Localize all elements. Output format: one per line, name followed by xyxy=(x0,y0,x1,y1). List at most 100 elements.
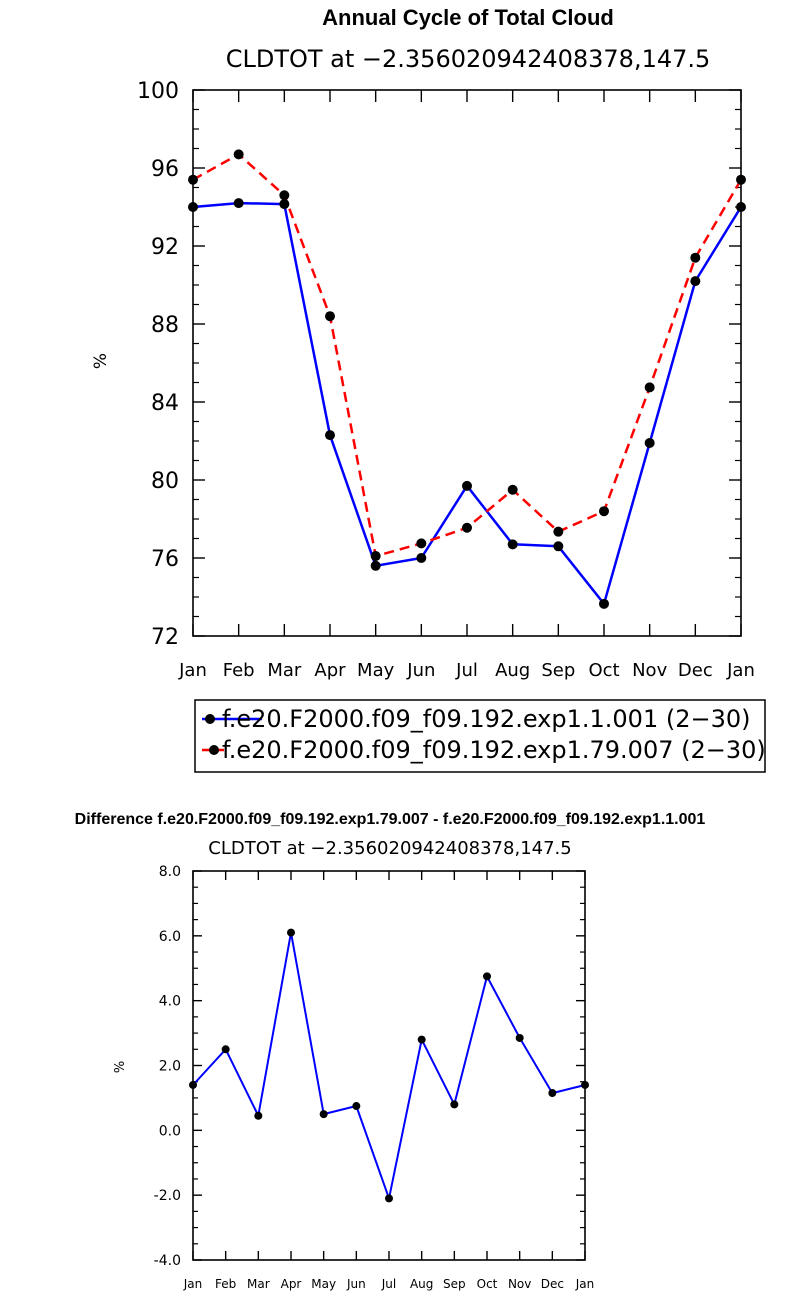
x-tick-label: Jun xyxy=(406,660,435,681)
y-tick-label: 84 xyxy=(151,391,179,416)
x-tick-label: Mar xyxy=(247,1277,270,1291)
x-tick-label: Feb xyxy=(215,1277,236,1291)
chart2-series xyxy=(189,928,589,1203)
y-tick-label: 72 xyxy=(151,625,179,650)
y-tick-label: -4.0 xyxy=(154,1253,181,1269)
chart2-title: Difference f.e20.F2000.f09_f09.192.exp1.… xyxy=(75,811,706,828)
x-tick-label: Jul xyxy=(455,660,478,681)
chart1-tick-labels: Jan Feb Mar Apr May Jun Jul Aug Sep Oct Nov Dec Jan 7… xyxy=(137,79,755,681)
series-1-point xyxy=(736,202,746,212)
x-tick-label: Dec xyxy=(541,1277,564,1291)
legend: f.e20.F2000.f09_f09.192.exp1.1.001 (2−30… xyxy=(194,699,766,773)
y-tick-label: 0.0 xyxy=(159,1123,181,1139)
x-tick-label: Nov xyxy=(508,1277,531,1291)
series-1-point xyxy=(325,430,335,441)
chart1-subtitle: CLDTOT at −2.356020942408378,147.5 xyxy=(226,45,711,73)
legend-label-series-2: f.e20.F2000.f09_f09.192.exp1.79.007 (2−3… xyxy=(222,736,766,764)
x-tick-label: Sep xyxy=(541,660,575,681)
x-tick-label: Apr xyxy=(314,660,346,681)
x-tick-label: Oct xyxy=(588,660,619,681)
chart2-ylabel: % xyxy=(113,1061,128,1073)
x-tick-label: Nov xyxy=(632,660,667,681)
y-tick-label: 2.0 xyxy=(159,1059,181,1075)
series-1-point xyxy=(189,1080,197,1089)
y-tick-label: -2.0 xyxy=(154,1188,181,1204)
x-tick-label: Aug xyxy=(410,1277,433,1291)
chart2-tick-labels: Jan Feb Mar Apr May Jun Jul Aug Sep Oct Nov Dec Jan-… xyxy=(154,864,595,1291)
x-tick-label: Dec xyxy=(678,660,713,681)
series-2-point xyxy=(690,252,701,263)
chart1-axes xyxy=(192,89,742,637)
series-1-point xyxy=(462,480,472,491)
series-1-point xyxy=(279,199,290,210)
series-1-point xyxy=(483,972,491,981)
difference-chart: Difference f.e20.F2000.f09_f09.192.exp1.… xyxy=(75,811,706,1291)
y-tick-label: 4.0 xyxy=(159,994,181,1010)
series-1-point xyxy=(188,202,198,212)
x-tick-label: May xyxy=(357,660,395,681)
chart2-subtitle: CLDTOT at −2.356020942408378,147.5 xyxy=(208,838,571,859)
series-1-point xyxy=(287,928,295,937)
x-tick-label: Apr xyxy=(281,1277,302,1291)
series-2-point xyxy=(553,526,564,537)
x-tick-label: Sep xyxy=(443,1277,466,1291)
legend-item-series-1: f.e20.F2000.f09_f09.192.exp1.1.001 (2−30… xyxy=(202,705,750,733)
series-2-point xyxy=(325,311,335,322)
series-2-point xyxy=(736,174,746,185)
x-tick-label: Jan xyxy=(575,1277,595,1291)
series-2-point xyxy=(507,484,518,495)
series-line-1 xyxy=(192,201,743,606)
series-1-point xyxy=(416,553,427,563)
legend-label-series-1: f.e20.F2000.f09_f09.192.exp1.1.001 (2−30… xyxy=(222,705,750,733)
series-1-point xyxy=(507,539,518,550)
y-tick-label: 8.0 xyxy=(159,864,181,880)
series-line-2 xyxy=(192,153,743,558)
series-1-point xyxy=(548,1089,557,1098)
legend-marker-red xyxy=(209,745,219,755)
y-tick-label: 80 xyxy=(151,469,179,494)
series-1-point xyxy=(644,437,655,448)
series-1-point xyxy=(417,1035,426,1044)
annual-cycle-chart: Annual Cycle of Total Cloud CLDTOT at −2… xyxy=(91,5,755,681)
series-2-point xyxy=(462,522,472,533)
chart1-ylabel: % xyxy=(91,353,111,369)
chart1-title: Annual Cycle of Total Cloud xyxy=(322,5,614,30)
series-line-1 xyxy=(192,931,586,1200)
x-tick-label: Mar xyxy=(267,660,302,681)
series-1-point xyxy=(599,598,609,609)
series-1-point xyxy=(254,1111,263,1120)
x-tick-label: Oct xyxy=(477,1277,498,1291)
legend-box xyxy=(194,699,766,773)
series-1-point xyxy=(385,1194,393,1203)
series-2-point xyxy=(644,382,655,393)
series-1-point xyxy=(233,198,244,209)
series-2-point xyxy=(416,538,427,549)
y-tick-label: 6.0 xyxy=(159,929,181,945)
y-tick-label: 88 xyxy=(151,313,179,338)
series-1-point xyxy=(553,541,564,552)
series-1-point xyxy=(370,560,381,571)
legend-item-series-2: f.e20.F2000.f09_f09.192.exp1.79.007 (2−3… xyxy=(202,736,766,764)
series-1-point xyxy=(450,1100,459,1109)
y-tick-label: 76 xyxy=(151,547,179,572)
chart2-axes xyxy=(192,870,586,1261)
x-tick-label: Jan xyxy=(178,660,207,681)
series-2-point xyxy=(599,506,609,517)
series-2-point xyxy=(279,190,290,201)
x-tick-label: Jun xyxy=(346,1277,366,1291)
x-tick-label: May xyxy=(311,1277,336,1291)
series-1-point xyxy=(221,1045,230,1054)
x-tick-label: Feb xyxy=(223,660,255,681)
x-tick-label: Jan xyxy=(726,660,755,681)
series-2-point xyxy=(370,551,381,562)
series-1-point xyxy=(690,276,701,287)
x-tick-label: Jul xyxy=(381,1277,396,1291)
y-tick-label: 96 xyxy=(151,157,179,182)
series-2-point xyxy=(188,174,198,185)
series-1-point xyxy=(352,1102,361,1111)
series-1-point xyxy=(581,1080,589,1089)
y-tick-label: 92 xyxy=(151,235,179,260)
series-1-point xyxy=(319,1110,328,1119)
x-tick-label: Jan xyxy=(183,1277,203,1291)
